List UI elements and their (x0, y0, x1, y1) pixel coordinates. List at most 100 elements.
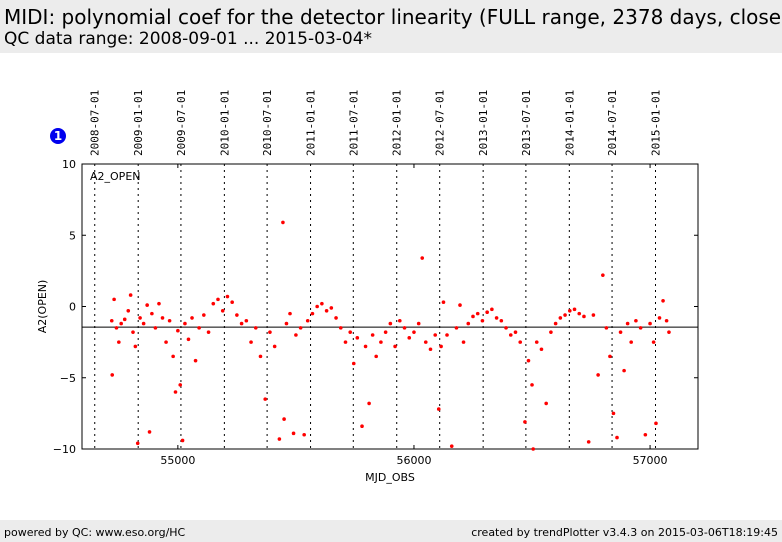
data-point (454, 326, 459, 330)
data-point (402, 326, 407, 330)
data-point (586, 440, 591, 444)
data-point (153, 326, 158, 330)
data-point (388, 321, 393, 326)
data-point (351, 361, 356, 366)
data-point (654, 421, 658, 426)
data-point (235, 313, 239, 317)
data-point (110, 373, 115, 377)
data-point (379, 340, 383, 344)
data-point (294, 333, 298, 337)
data-point (281, 220, 285, 225)
data-point (239, 321, 244, 326)
data-point (230, 300, 234, 305)
data-point (572, 307, 577, 312)
date-tick-label: 2012-01-01 (391, 90, 404, 156)
data-point (370, 333, 375, 337)
data-point (360, 424, 364, 429)
y-tick-label: 10 (62, 158, 76, 171)
data-point (544, 401, 548, 406)
data-point (397, 318, 402, 323)
data-point (284, 321, 289, 326)
data-point (186, 337, 191, 342)
data-point (433, 333, 438, 337)
data-point (197, 326, 201, 330)
data-point (383, 330, 388, 334)
data-point (412, 330, 416, 334)
y-tick-label: 5 (69, 229, 76, 242)
date-tick-label: 2013-01-01 (477, 90, 490, 156)
x-axis-label: MJD_OBS (365, 471, 415, 484)
data-point (133, 344, 138, 349)
data-point (183, 321, 187, 326)
date-tick-label: 2014-01-01 (563, 90, 576, 156)
data-point (164, 340, 168, 344)
data-point (625, 321, 630, 326)
data-point (539, 347, 544, 352)
data-point (531, 447, 535, 451)
date-tick-label: 2012-07-01 (434, 90, 447, 156)
data-point (122, 317, 127, 322)
data-point (523, 420, 527, 424)
data-point (518, 340, 523, 344)
footer-powered-by: powered by QC: www.eso.org/HC (4, 526, 186, 539)
data-point (480, 318, 485, 323)
data-point (449, 444, 454, 448)
data-point (193, 358, 198, 363)
date-tick-label: 2011-01-01 (305, 90, 318, 156)
data-point (643, 432, 648, 437)
date-tick-label: 2013-07-01 (520, 90, 533, 156)
data-point (667, 330, 671, 334)
data-point (211, 301, 216, 306)
data-point (288, 311, 292, 316)
data-point (461, 340, 466, 344)
data-point (558, 316, 563, 320)
data-point (324, 308, 329, 313)
data-point (436, 407, 441, 411)
data-point (638, 326, 643, 330)
data-point (220, 308, 225, 313)
data-point (114, 326, 119, 330)
data-point (268, 330, 272, 334)
data-point (393, 344, 397, 349)
data-point (202, 313, 206, 317)
data-point (119, 321, 123, 326)
data-point (648, 321, 652, 326)
date-tick-label: 2014-07-01 (606, 90, 619, 156)
y-axis-label: A2(OPEN) (36, 280, 49, 334)
data-point (334, 316, 338, 320)
data-point (150, 311, 154, 316)
data-point (445, 333, 449, 337)
footer-created-by: created by trendPlotter v3.4.3 on 2015-0… (471, 526, 778, 539)
data-point (249, 340, 253, 344)
date-tick-label: 2010-07-01 (261, 90, 274, 156)
data-point (601, 273, 605, 277)
data-point (651, 340, 656, 344)
data-point (355, 336, 360, 340)
data-point (253, 326, 258, 330)
data-point (138, 316, 142, 320)
date-tick-label: 2009-01-01 (132, 90, 145, 156)
x-tick-label: 57000 (633, 454, 668, 467)
data-point (131, 330, 135, 334)
data-point (272, 344, 277, 349)
date-tick-label: 2011-07-01 (347, 90, 360, 156)
data-point (141, 321, 146, 326)
data-point (135, 441, 140, 446)
data-point (117, 340, 121, 344)
data-point (526, 358, 531, 363)
data-point (157, 301, 161, 306)
data-point (661, 299, 665, 303)
data-point (604, 326, 609, 330)
data-point (441, 300, 446, 305)
data-point (553, 321, 558, 326)
data-point (367, 401, 371, 406)
data-point (329, 306, 334, 310)
data-point (305, 318, 310, 323)
data-point (622, 368, 626, 373)
data-point (615, 435, 619, 440)
data-point (534, 340, 539, 344)
data-point (263, 397, 268, 401)
data-point (494, 316, 499, 320)
info-badge[interactable]: 1 (50, 128, 66, 144)
